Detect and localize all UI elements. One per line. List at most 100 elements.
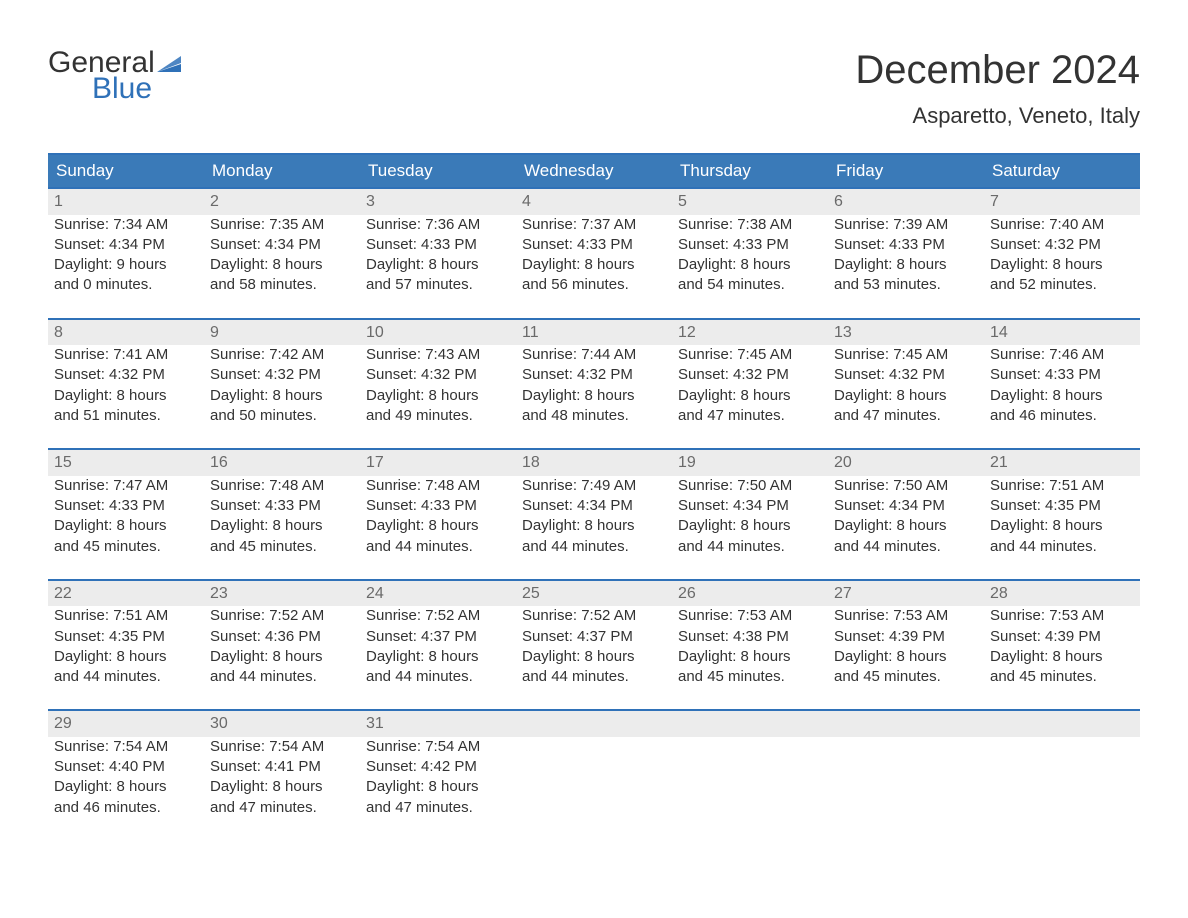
day-cell xyxy=(828,737,984,840)
day-cell: Sunrise: 7:52 AMSunset: 4:36 PMDaylight:… xyxy=(204,606,360,709)
sunrise-line: Sunrise: 7:50 AM xyxy=(834,476,978,496)
daylight-line: and 45 minutes. xyxy=(834,667,978,687)
day-number: 11 xyxy=(516,318,672,346)
flag-icon xyxy=(157,54,181,72)
sunrise-line: Sunrise: 7:48 AM xyxy=(366,476,510,496)
day-cell: Sunrise: 7:38 AMSunset: 4:33 PMDaylight:… xyxy=(672,215,828,318)
weekday-header: Friday xyxy=(828,154,984,187)
day-number: 13 xyxy=(828,318,984,346)
weekday-header: Saturday xyxy=(984,154,1140,187)
day-number: 20 xyxy=(828,448,984,476)
day-number xyxy=(516,709,672,737)
daylight-line: and 45 minutes. xyxy=(210,537,354,557)
day-cell: Sunrise: 7:43 AMSunset: 4:32 PMDaylight:… xyxy=(360,345,516,448)
daylight-line: Daylight: 8 hours xyxy=(210,516,354,536)
daylight-line: Daylight: 8 hours xyxy=(210,386,354,406)
day-cell: Sunrise: 7:52 AMSunset: 4:37 PMDaylight:… xyxy=(360,606,516,709)
sunrise-line: Sunrise: 7:36 AM xyxy=(366,215,510,235)
day-number: 31 xyxy=(360,709,516,737)
month-title: December 2024 xyxy=(855,48,1140,93)
daylight-line: and 54 minutes. xyxy=(678,275,822,295)
daylight-line: and 53 minutes. xyxy=(834,275,978,295)
day-cell: Sunrise: 7:53 AMSunset: 4:39 PMDaylight:… xyxy=(828,606,984,709)
daylight-line: Daylight: 8 hours xyxy=(834,516,978,536)
sunset-line: Sunset: 4:34 PM xyxy=(54,235,198,255)
sunrise-line: Sunrise: 7:51 AM xyxy=(54,606,198,626)
daylight-line: and 51 minutes. xyxy=(54,406,198,426)
day-number: 27 xyxy=(828,579,984,607)
brand-logo: General Blue xyxy=(48,48,181,104)
sunrise-line: Sunrise: 7:48 AM xyxy=(210,476,354,496)
day-cell: Sunrise: 7:37 AMSunset: 4:33 PMDaylight:… xyxy=(516,215,672,318)
day-cell: Sunrise: 7:41 AMSunset: 4:32 PMDaylight:… xyxy=(48,345,204,448)
calendar-body: 1234567Sunrise: 7:34 AMSunset: 4:34 PMDa… xyxy=(48,187,1140,840)
day-number: 29 xyxy=(48,709,204,737)
daylight-line: Daylight: 8 hours xyxy=(678,647,822,667)
daylight-line: and 50 minutes. xyxy=(210,406,354,426)
daylight-line: and 58 minutes. xyxy=(210,275,354,295)
daylight-line: Daylight: 8 hours xyxy=(366,777,510,797)
day-number xyxy=(984,709,1140,737)
sunrise-line: Sunrise: 7:38 AM xyxy=(678,215,822,235)
sunrise-line: Sunrise: 7:42 AM xyxy=(210,345,354,365)
sunset-line: Sunset: 4:33 PM xyxy=(366,496,510,516)
daylight-line: Daylight: 8 hours xyxy=(54,516,198,536)
day-number: 14 xyxy=(984,318,1140,346)
daylight-line: and 44 minutes. xyxy=(210,667,354,687)
daylight-line: and 57 minutes. xyxy=(366,275,510,295)
daylight-line: Daylight: 8 hours xyxy=(990,516,1134,536)
daylight-line: Daylight: 8 hours xyxy=(210,647,354,667)
day-number: 10 xyxy=(360,318,516,346)
day-number xyxy=(828,709,984,737)
sunrise-line: Sunrise: 7:53 AM xyxy=(834,606,978,626)
day-cell: Sunrise: 7:34 AMSunset: 4:34 PMDaylight:… xyxy=(48,215,204,318)
sunset-line: Sunset: 4:35 PM xyxy=(54,627,198,647)
sunrise-line: Sunrise: 7:46 AM xyxy=(990,345,1134,365)
day-number: 28 xyxy=(984,579,1140,607)
daylight-line: Daylight: 8 hours xyxy=(210,255,354,275)
weekday-header: Monday xyxy=(204,154,360,187)
sunset-line: Sunset: 4:39 PM xyxy=(834,627,978,647)
daylight-line: and 52 minutes. xyxy=(990,275,1134,295)
day-number: 6 xyxy=(828,187,984,215)
sunset-line: Sunset: 4:42 PM xyxy=(366,757,510,777)
sunset-line: Sunset: 4:37 PM xyxy=(522,627,666,647)
day-number: 30 xyxy=(204,709,360,737)
day-cell: Sunrise: 7:52 AMSunset: 4:37 PMDaylight:… xyxy=(516,606,672,709)
daylight-line: and 49 minutes. xyxy=(366,406,510,426)
sunrise-line: Sunrise: 7:35 AM xyxy=(210,215,354,235)
day-cell: Sunrise: 7:53 AMSunset: 4:39 PMDaylight:… xyxy=(984,606,1140,709)
day-number: 5 xyxy=(672,187,828,215)
daylight-line: Daylight: 8 hours xyxy=(366,647,510,667)
sunset-line: Sunset: 4:32 PM xyxy=(366,365,510,385)
brand-word2: Blue xyxy=(92,74,181,104)
sunset-line: Sunset: 4:41 PM xyxy=(210,757,354,777)
daylight-line: and 44 minutes. xyxy=(54,667,198,687)
daylight-line: and 46 minutes. xyxy=(990,406,1134,426)
sunrise-line: Sunrise: 7:54 AM xyxy=(210,737,354,757)
sunset-line: Sunset: 4:33 PM xyxy=(990,365,1134,385)
daylight-line: and 44 minutes. xyxy=(366,537,510,557)
daylight-line: Daylight: 9 hours xyxy=(54,255,198,275)
daylight-line: and 48 minutes. xyxy=(522,406,666,426)
day-number: 15 xyxy=(48,448,204,476)
daylight-line: Daylight: 8 hours xyxy=(522,386,666,406)
daylight-line: and 45 minutes. xyxy=(990,667,1134,687)
weekday-header: Sunday xyxy=(48,154,204,187)
sunrise-line: Sunrise: 7:45 AM xyxy=(834,345,978,365)
sunset-line: Sunset: 4:32 PM xyxy=(54,365,198,385)
daylight-line: Daylight: 8 hours xyxy=(366,386,510,406)
daylight-line: and 45 minutes. xyxy=(54,537,198,557)
daylight-line: and 44 minutes. xyxy=(834,537,978,557)
sunrise-line: Sunrise: 7:39 AM xyxy=(834,215,978,235)
sunset-line: Sunset: 4:34 PM xyxy=(834,496,978,516)
day-number: 26 xyxy=(672,579,828,607)
sunset-line: Sunset: 4:32 PM xyxy=(522,365,666,385)
day-number: 12 xyxy=(672,318,828,346)
calendar-table: Sunday Monday Tuesday Wednesday Thursday… xyxy=(48,153,1140,840)
sunset-line: Sunset: 4:38 PM xyxy=(678,627,822,647)
daylight-line: Daylight: 8 hours xyxy=(522,516,666,536)
page: General Blue December 2024 Asparetto, Ve… xyxy=(0,0,1188,870)
sunrise-line: Sunrise: 7:44 AM xyxy=(522,345,666,365)
day-cell: Sunrise: 7:51 AMSunset: 4:35 PMDaylight:… xyxy=(984,476,1140,579)
